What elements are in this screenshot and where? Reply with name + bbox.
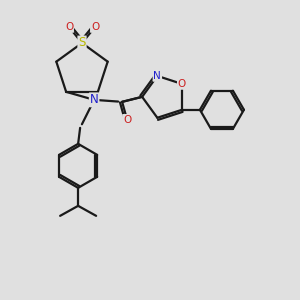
Text: O: O xyxy=(65,22,73,32)
Text: N: N xyxy=(154,71,161,81)
Text: N: N xyxy=(90,93,98,106)
Text: O: O xyxy=(178,79,186,89)
Text: O: O xyxy=(123,115,131,125)
Text: O: O xyxy=(91,22,99,32)
Text: S: S xyxy=(78,37,86,50)
